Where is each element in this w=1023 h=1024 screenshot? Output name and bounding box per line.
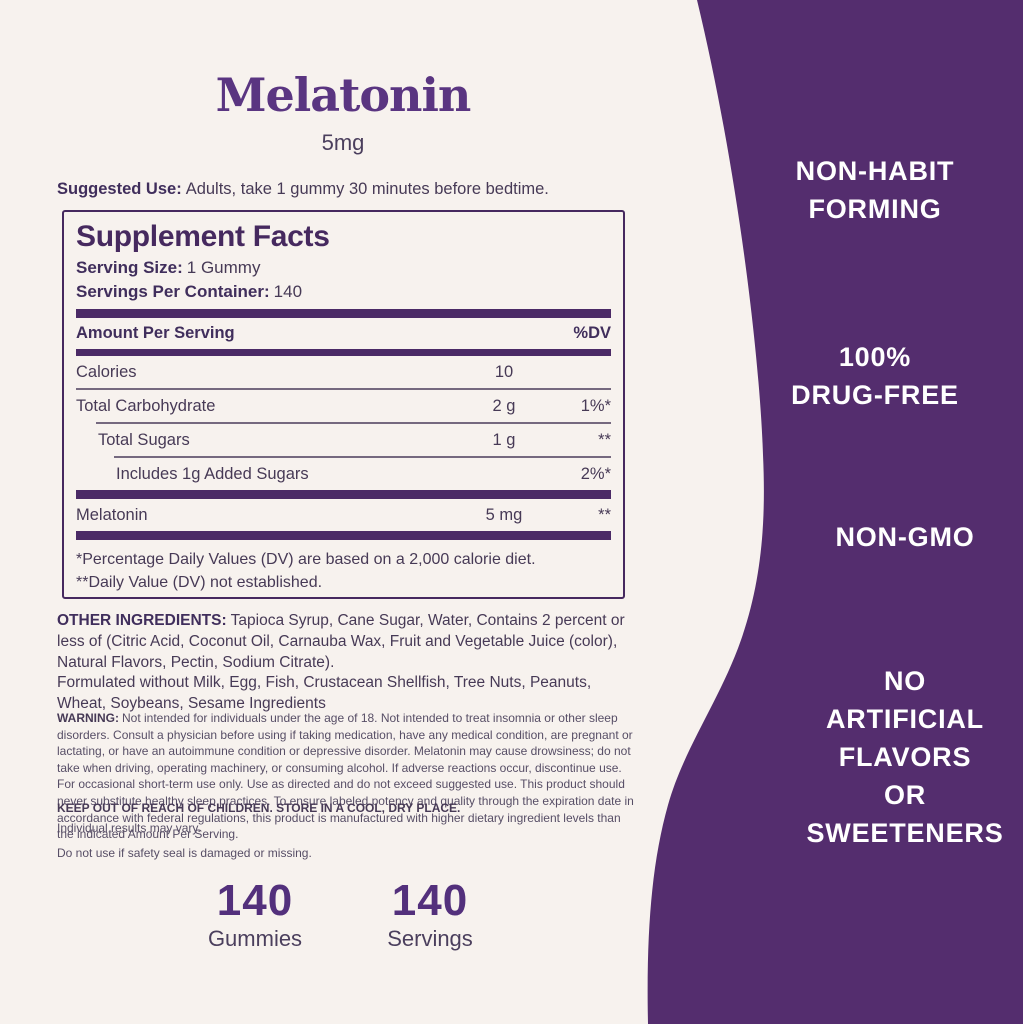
disclaimer-results: Individual results may vary. — [57, 821, 201, 835]
facts-row-total-sugars: Total Sugars 1 g ** — [76, 424, 611, 456]
dv-header: %DV — [573, 324, 611, 342]
count-servings-value: 140 — [391, 876, 469, 925]
count-gummies-value: 140 — [216, 876, 294, 925]
facts-footnote-not-established: **Daily Value (DV) not established. — [76, 574, 323, 591]
row-name: Includes 1g Added Sugars — [116, 464, 309, 483]
row-amount: 2 g — [492, 396, 516, 415]
allergen-statement: Formulated without Milk, Egg, Fish, Crus… — [57, 674, 592, 712]
other-ingredients-text: Tapioca Syrup, Cane Sugar, Water, Contai… — [57, 612, 625, 671]
row-separator — [114, 456, 611, 458]
other-ingredients-label: OTHER INGREDIENTS: — [57, 612, 227, 629]
count-gummies: 140 Gummies — [185, 878, 325, 952]
servings-per-container-label: Servings Per Container: — [76, 282, 270, 301]
servings-per-container-value: 140 — [273, 282, 303, 301]
warning-text: Not intended for individuals under the a… — [57, 711, 634, 842]
row-separator — [96, 422, 611, 424]
servings-per-container-line: Servings Per Container: 140 — [76, 280, 611, 304]
amount-per-serving-header: Amount Per Serving — [76, 324, 235, 342]
supplement-facts-panel: Supplement Facts Serving Size: 1 Gummy Se… — [62, 210, 625, 599]
row-name: Total Carbohydrate — [76, 396, 216, 415]
claim-drug-free: 100% DRUG-FREE — [791, 342, 959, 410]
row-dv: 1%* — [580, 396, 611, 415]
product-dosage: 5mg — [321, 130, 365, 155]
facts-row-calories: Calories 10 — [76, 356, 611, 388]
facts-footnote-dv: *Percentage Daily Values (DV) are based … — [76, 551, 536, 568]
facts-header-row: Amount Per Serving %DV — [76, 318, 611, 349]
count-gummies-label: Gummies — [207, 926, 303, 951]
claim-non-gmo: NON-GMO — [835, 522, 975, 552]
row-dv: 2%* — [580, 464, 611, 483]
facts-row-melatonin: Melatonin 5 mg ** — [76, 499, 611, 531]
row-dv: ** — [598, 505, 611, 524]
row-name: Melatonin — [76, 505, 148, 524]
count-servings: 140 Servings — [360, 878, 500, 952]
row-name: Total Sugars — [98, 430, 190, 449]
facts-row-added-sugars: Includes 1g Added Sugars 2%* — [76, 458, 611, 490]
divider-bar-thick — [76, 309, 611, 318]
claims-panel: NON-HABIT FORMING 100% DRUG-FREE NON-GMO… — [700, 0, 1023, 1024]
row-amount: 10 — [494, 362, 514, 381]
row-name: Calories — [76, 362, 137, 381]
claim-non-habit-forming: NON-HABIT FORMING — [795, 156, 955, 224]
other-ingredients: OTHER INGREDIENTS: Tapioca Syrup, Cane Su… — [57, 610, 625, 673]
divider-bar-thick — [76, 531, 611, 540]
warning-paragraph: WARNING: Not intended for individuals und… — [57, 710, 637, 843]
serving-size-value: 1 Gummy — [186, 258, 261, 277]
suggested-use-label: Suggested Use: — [57, 180, 182, 198]
supplement-facts-title: Supplement Facts — [76, 220, 330, 253]
divider-bar-thick — [76, 490, 611, 499]
disclaimer-safety-seal: Do not use if safety seal is damaged or … — [57, 846, 312, 860]
row-dv: ** — [598, 430, 611, 449]
storage-instruction: KEEP OUT OF REACH OF CHILDREN. STORE IN … — [57, 801, 461, 815]
product-title: Melatonin — [215, 68, 472, 122]
count-servings-label: Servings — [387, 926, 473, 951]
facts-footnotes: *Percentage Daily Values (DV) are based … — [76, 548, 611, 594]
serving-size-label: Serving Size: — [76, 258, 183, 277]
suggested-use-text: Adults, take 1 gummy 30 minutes before b… — [185, 180, 549, 198]
serving-size-line: Serving Size: 1 Gummy — [76, 256, 611, 280]
divider-bar-medium — [76, 349, 611, 356]
row-amount: 1 g — [492, 430, 516, 449]
row-separator — [76, 388, 611, 390]
suggested-use: Suggested Use: Adults, take 1 gummy 30 mi… — [57, 180, 657, 199]
warning-label: WARNING: — [57, 711, 119, 725]
facts-row-total-carbohydrate: Total Carbohydrate 2 g 1%* — [76, 390, 611, 422]
row-amount: 5 mg — [485, 505, 523, 524]
claim-no-artificial: NO ARTIFICIAL FLAVORS OR SWEETENERS — [806, 666, 1004, 848]
